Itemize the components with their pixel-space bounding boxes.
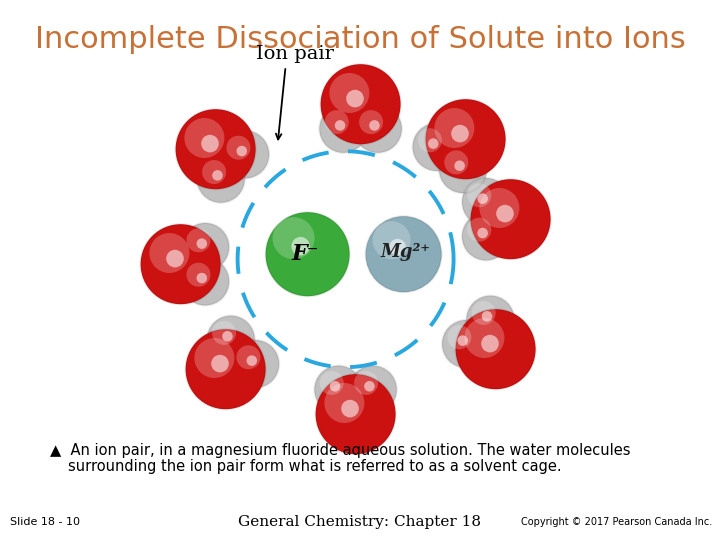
Text: Slide 18 - 10: Slide 18 - 10 [10,517,80,527]
Circle shape [442,320,490,368]
Circle shape [140,224,220,304]
Circle shape [464,318,505,358]
Circle shape [348,366,397,414]
Text: Incomplete Dissociation of Solute into Ions: Incomplete Dissociation of Solute into I… [35,25,685,54]
Circle shape [181,258,229,306]
Circle shape [330,381,341,391]
Circle shape [346,90,364,107]
Circle shape [439,145,487,193]
Text: ▲  An ion pair, in a magnesium fluoride aqueous solution. The water molecules: ▲ An ion pair, in a magnesium fluoride a… [50,442,631,457]
Circle shape [320,64,400,144]
Circle shape [366,216,441,292]
Circle shape [236,345,261,369]
Circle shape [467,296,514,343]
Circle shape [434,108,474,148]
Circle shape [212,170,222,181]
Circle shape [359,110,383,134]
Circle shape [197,273,207,284]
Circle shape [186,329,266,409]
Circle shape [335,120,346,131]
Text: General Chemistry: Chapter 18: General Chemistry: Chapter 18 [238,515,482,529]
Circle shape [454,160,465,171]
Circle shape [329,73,369,113]
Circle shape [471,179,551,259]
Circle shape [325,383,364,423]
Circle shape [194,338,235,378]
Circle shape [315,374,395,454]
Circle shape [211,355,229,373]
Circle shape [364,381,374,391]
Circle shape [372,221,410,259]
Circle shape [292,237,310,255]
Circle shape [266,212,350,296]
Circle shape [418,128,442,152]
Circle shape [181,223,229,271]
Circle shape [202,160,226,184]
Circle shape [456,309,536,389]
Circle shape [467,183,491,207]
Circle shape [451,125,469,143]
Circle shape [457,335,468,346]
Circle shape [212,321,236,345]
Text: F⁻: F⁻ [292,243,320,265]
Circle shape [354,105,402,153]
Text: Copyright © 2017 Pearson Canada Inc.: Copyright © 2017 Pearson Canada Inc. [521,517,712,527]
Circle shape [320,371,343,395]
Circle shape [481,335,499,353]
Circle shape [341,400,359,417]
Circle shape [444,150,468,174]
Circle shape [467,218,491,242]
Circle shape [447,325,472,349]
Circle shape [184,118,225,158]
Circle shape [273,217,315,259]
Text: Ion pair: Ion pair [256,45,333,63]
Circle shape [482,311,492,322]
Circle shape [369,120,379,131]
Circle shape [166,250,184,267]
Circle shape [246,355,257,366]
Circle shape [325,110,348,134]
Circle shape [496,205,514,222]
Circle shape [231,340,279,388]
Circle shape [413,123,461,171]
Circle shape [186,228,210,252]
Circle shape [226,136,251,160]
Circle shape [426,99,505,179]
Circle shape [477,228,488,238]
Circle shape [221,130,269,178]
Text: surrounding the ion pair form what is referred to as a solvent cage.: surrounding the ion pair form what is re… [68,458,562,474]
Circle shape [428,138,438,149]
Circle shape [236,146,247,156]
Circle shape [390,239,406,255]
Circle shape [354,371,378,395]
Circle shape [150,233,189,273]
Circle shape [472,301,495,325]
Circle shape [186,262,210,287]
Circle shape [462,212,510,260]
Circle shape [207,316,255,363]
Circle shape [320,105,367,153]
Circle shape [176,109,256,189]
Circle shape [197,155,245,202]
Circle shape [462,178,510,226]
Circle shape [315,366,362,414]
Text: Mg²⁺: Mg²⁺ [381,243,431,261]
Circle shape [477,193,488,204]
Circle shape [197,238,207,249]
Circle shape [480,188,519,228]
Circle shape [201,135,219,152]
Circle shape [222,331,233,342]
